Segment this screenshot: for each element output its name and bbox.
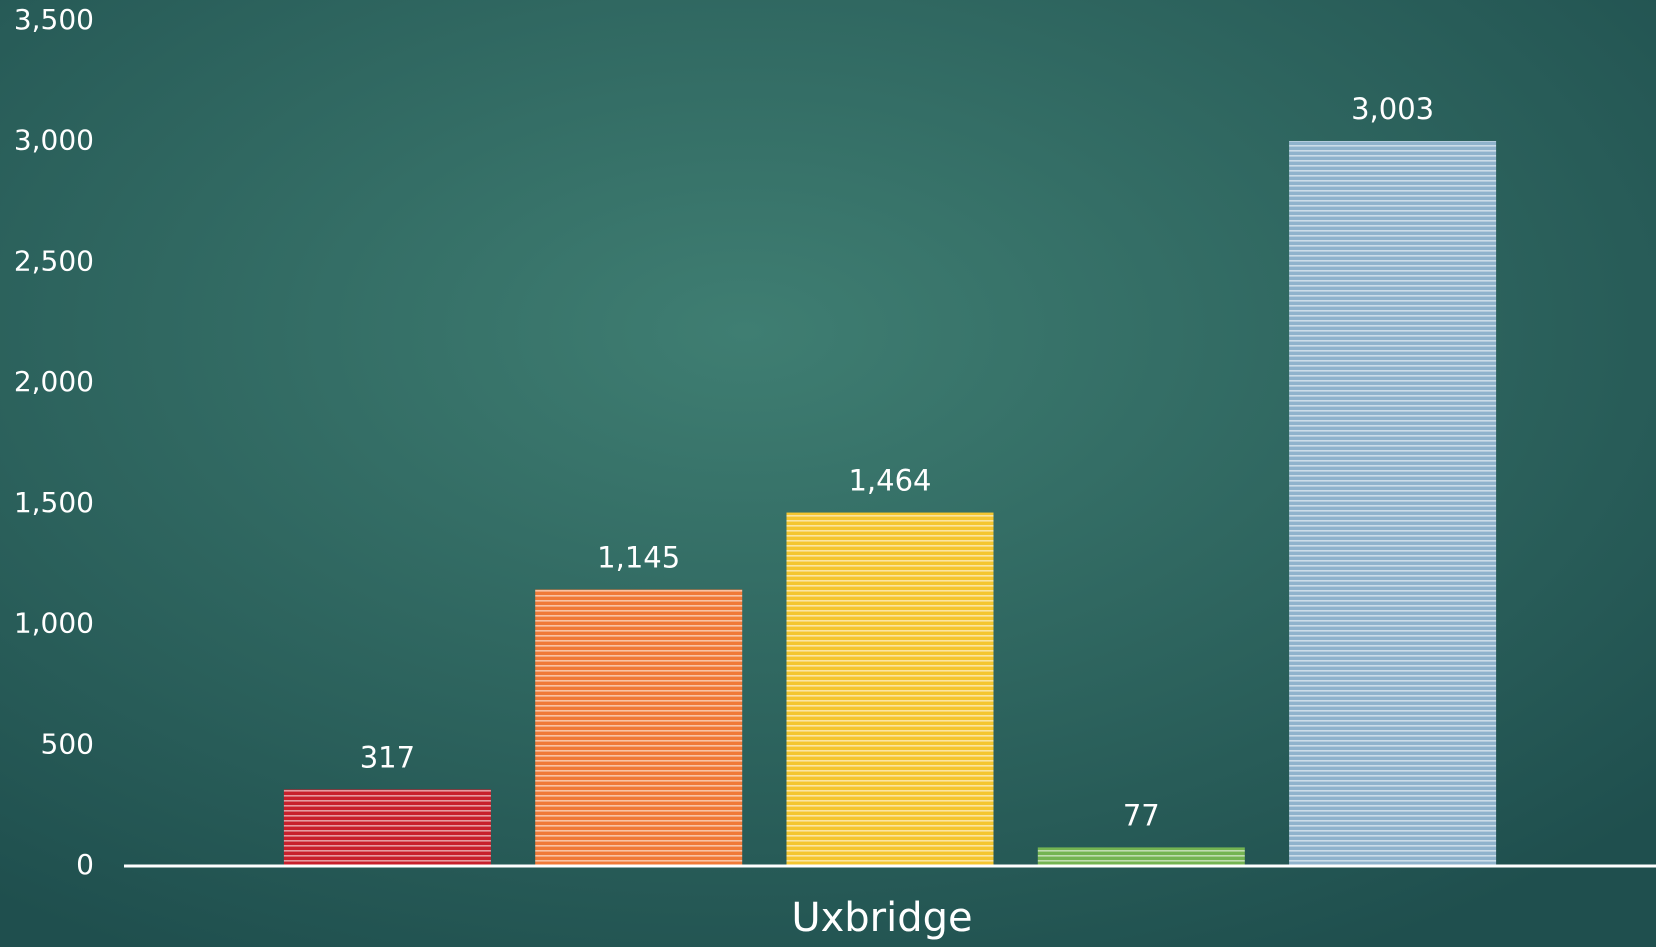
bar <box>535 589 743 866</box>
y-tick-label: 3,000 <box>14 124 94 157</box>
y-tick-label: 2,500 <box>14 244 94 277</box>
bar <box>786 512 994 866</box>
bar <box>283 789 491 866</box>
data-label: 3,003 <box>1351 92 1434 126</box>
y-tick-label: 3,500 <box>14 3 94 36</box>
y-tick-label: 1,500 <box>14 486 94 519</box>
data-label: 317 <box>360 740 415 774</box>
y-tick-label: 2,000 <box>14 365 94 398</box>
y-tick-label: 500 <box>41 727 94 760</box>
y-tick-label: 1,000 <box>14 607 94 640</box>
data-label: 1,145 <box>597 541 680 575</box>
x-tick-label: Uxbridge <box>791 895 972 941</box>
data-label: 1,464 <box>848 464 931 498</box>
bar <box>1037 847 1245 866</box>
bar <box>1289 140 1497 867</box>
data-label: 77 <box>1123 798 1160 832</box>
y-tick-label: 0 <box>76 848 94 881</box>
